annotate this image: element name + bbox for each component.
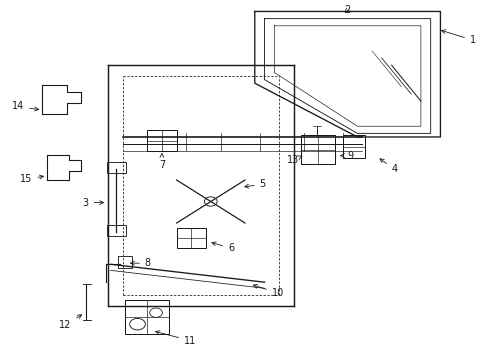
FancyBboxPatch shape [301, 135, 335, 164]
FancyBboxPatch shape [147, 130, 176, 151]
Text: 3: 3 [82, 198, 103, 208]
FancyBboxPatch shape [107, 225, 126, 235]
Text: 6: 6 [212, 242, 234, 253]
Text: 13: 13 [287, 155, 302, 165]
Text: 7: 7 [159, 154, 165, 170]
Text: 10: 10 [253, 284, 284, 298]
Text: 12: 12 [59, 315, 82, 330]
FancyBboxPatch shape [125, 300, 169, 334]
FancyBboxPatch shape [176, 228, 206, 248]
Text: 2: 2 [344, 5, 351, 15]
Text: 8: 8 [130, 258, 151, 268]
Text: 15: 15 [20, 174, 44, 184]
Text: 5: 5 [245, 179, 266, 189]
FancyBboxPatch shape [343, 135, 365, 158]
Text: 11: 11 [156, 331, 196, 346]
Text: 9: 9 [341, 150, 354, 161]
Text: 4: 4 [380, 159, 398, 174]
Text: 14: 14 [12, 102, 39, 112]
FancyBboxPatch shape [118, 256, 132, 268]
FancyBboxPatch shape [107, 162, 126, 173]
Text: 1: 1 [441, 30, 476, 45]
